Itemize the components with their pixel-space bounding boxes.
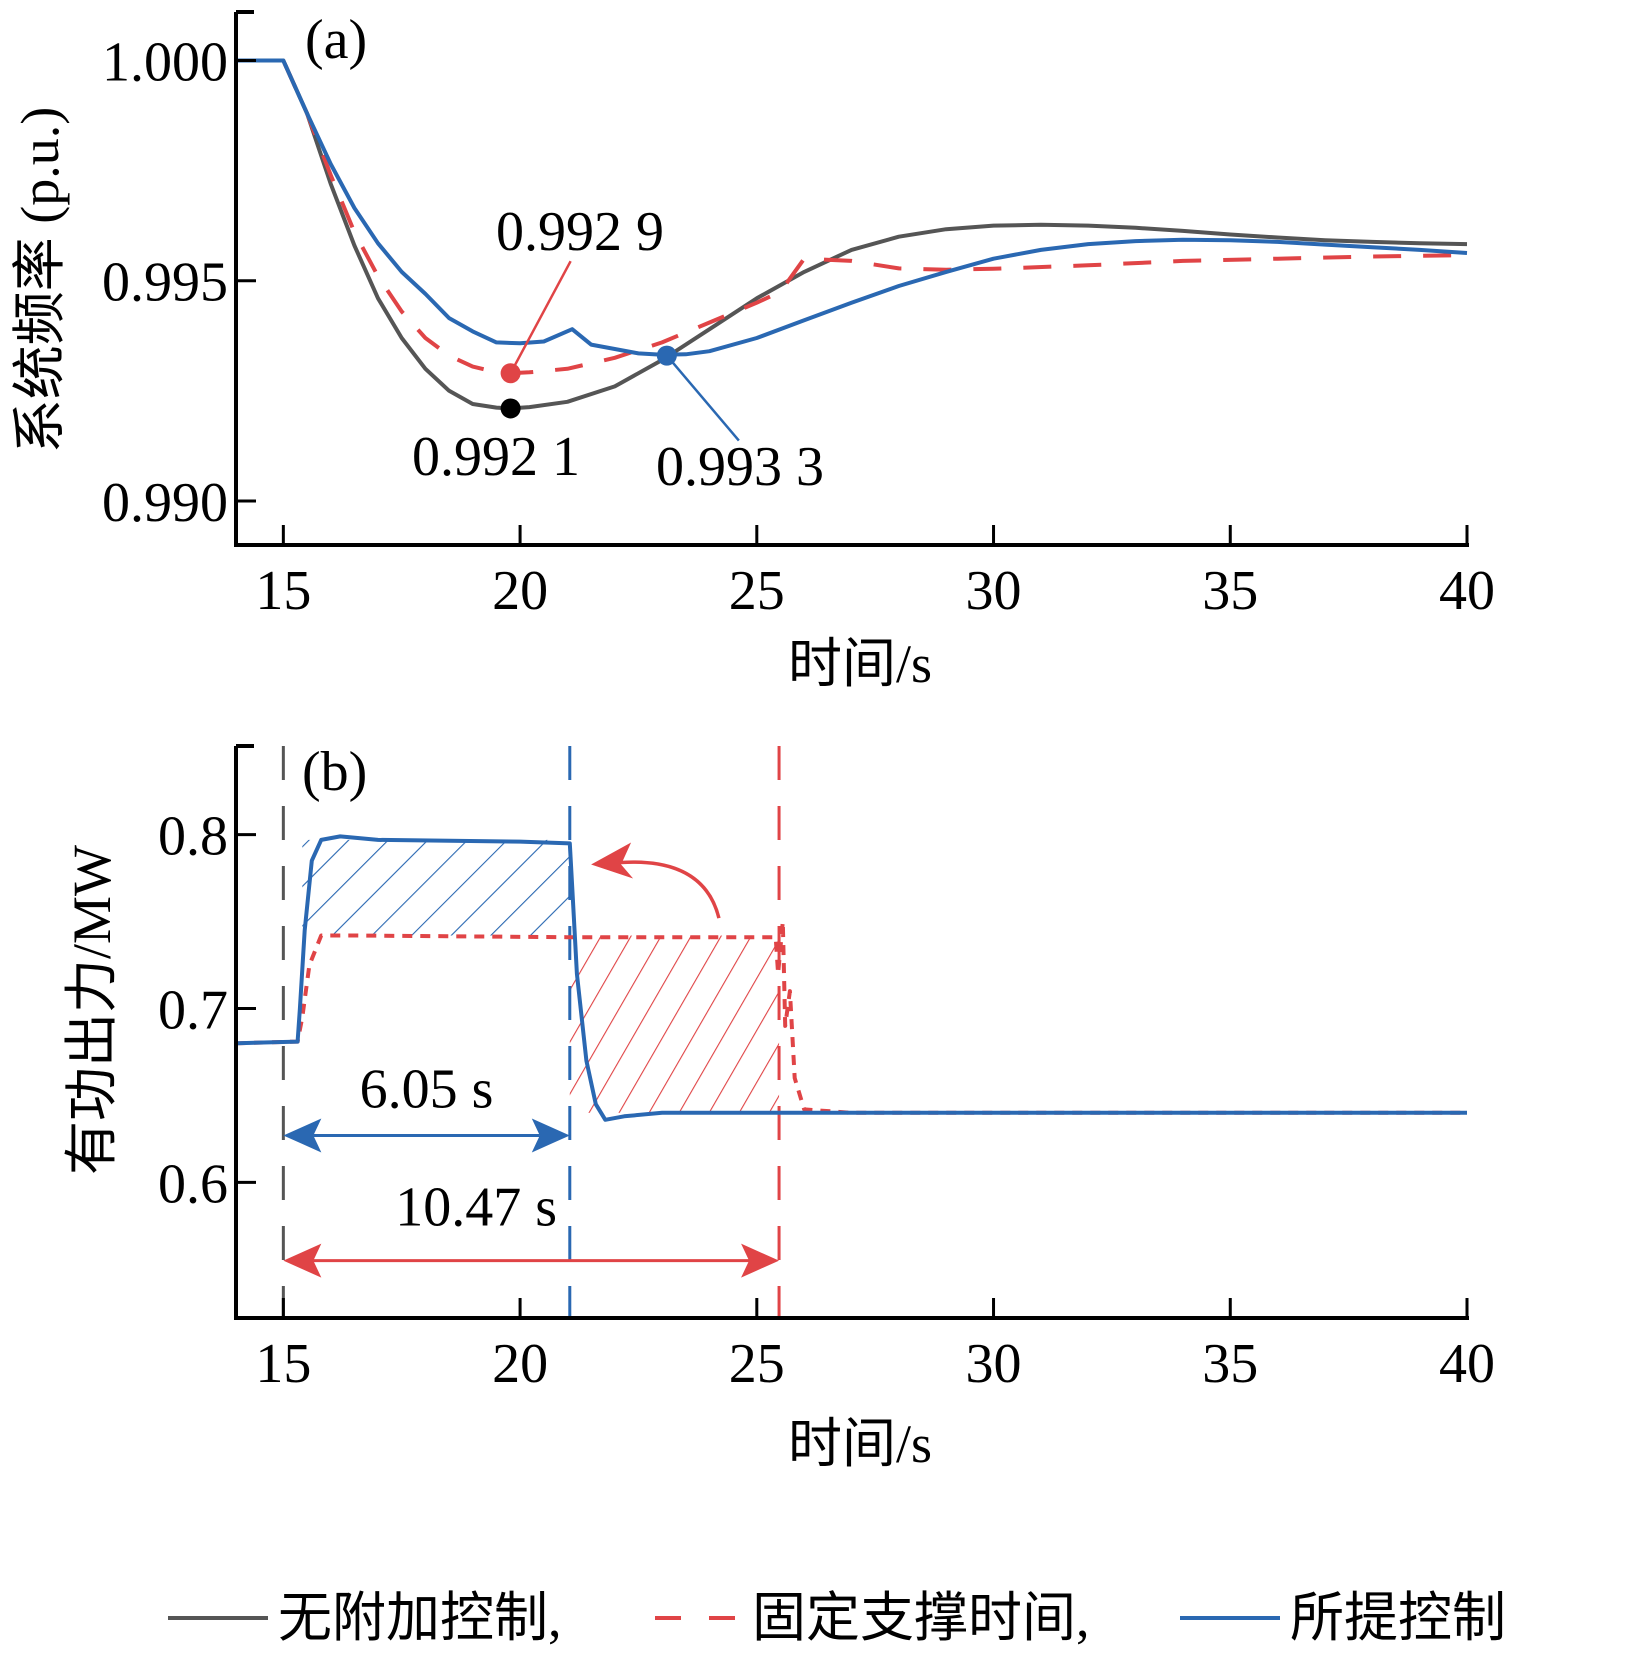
y-tick-label: 0.7 bbox=[158, 980, 228, 1042]
span-arrowhead-left bbox=[283, 1118, 322, 1153]
curved-arrow bbox=[620, 860, 721, 919]
panel-b-y-axis-title: 有功出力/MW bbox=[62, 845, 122, 1175]
x-tick-label: 40 bbox=[1439, 560, 1495, 622]
min-marker-fixed-support bbox=[500, 363, 521, 384]
x-tick-label: 15 bbox=[255, 560, 311, 622]
curved-arrowhead bbox=[591, 842, 634, 879]
panel-b-label: (b) bbox=[302, 741, 367, 803]
panel-a-x-axis-title: 时间/s bbox=[788, 634, 932, 694]
x-tick-label: 15 bbox=[255, 1333, 311, 1395]
panel-a-label: (a) bbox=[305, 9, 367, 71]
x-tick-label: 35 bbox=[1202, 1333, 1258, 1395]
panel-a-axes: 15 20 25 30 35 40 0.990 0.995 1.000 bbox=[102, 10, 1495, 622]
legend-label-proposed: 所提控制 bbox=[1290, 1588, 1506, 1648]
x-tick-label: 30 bbox=[966, 1333, 1022, 1395]
panel-a-annotations: 0.992 9 0.992 1 0.993 3 bbox=[412, 201, 824, 498]
panel-b-x-axis-title: 时间/s bbox=[788, 1414, 932, 1474]
y-tick-label: 0.990 bbox=[102, 472, 228, 534]
legend: 无附加控制, 固定支撑时间, 所提控制 bbox=[168, 1588, 1506, 1648]
y-tick-label: 0.8 bbox=[158, 806, 228, 868]
panel-b-annotations: 6.05 s 10.47 s bbox=[283, 842, 780, 1278]
leader-line bbox=[509, 260, 572, 374]
min-value-label: 0.992 1 bbox=[412, 426, 580, 488]
legend-label-no-control: 无附加控制, bbox=[278, 1588, 562, 1648]
panel-b-axes: 15 20 25 30 35 40 0.6 0.7 0.8 bbox=[158, 744, 1495, 1395]
min-value-label: 0.993 3 bbox=[656, 436, 824, 498]
leader-line bbox=[665, 354, 740, 442]
x-tick-label: 40 bbox=[1439, 1333, 1495, 1395]
series-line-fixed-support bbox=[238, 58, 1468, 376]
min-value-label: 0.992 9 bbox=[496, 201, 664, 263]
span-duration-label: 10.47 s bbox=[395, 1177, 557, 1239]
span-arrowhead-left bbox=[283, 1243, 322, 1278]
span-arrowhead-right bbox=[741, 1243, 780, 1278]
x-tick-label: 20 bbox=[492, 1333, 548, 1395]
hatched-region-fixed-support bbox=[569, 935, 780, 1113]
y-tick-label: 0.6 bbox=[158, 1153, 228, 1215]
x-tick-label: 25 bbox=[729, 1333, 785, 1395]
y-tick-label: 1.000 bbox=[102, 31, 228, 93]
x-tick-label: 20 bbox=[492, 560, 548, 622]
legend-label-fixed-support: 固定支撑时间, bbox=[752, 1588, 1090, 1648]
series-line-proposed bbox=[238, 834, 1467, 1122]
hatched-region-proposed bbox=[302, 839, 570, 936]
series-line-fixed-support bbox=[238, 919, 1467, 1115]
x-tick-label: 30 bbox=[966, 560, 1022, 622]
min-marker-no-control bbox=[500, 398, 521, 419]
series-line-proposed bbox=[238, 58, 1468, 357]
y-tick-label: 0.995 bbox=[102, 252, 228, 314]
panel-a-plot-area bbox=[238, 58, 1468, 411]
span-arrowhead-right bbox=[531, 1118, 570, 1153]
panel-b-plot-area bbox=[238, 746, 1467, 1318]
span-duration-label: 6.05 s bbox=[360, 1058, 494, 1120]
panel-b: 15 20 25 30 35 40 0.6 0.7 0.8 (b) 有功出力/MW 时间/s 6… bbox=[62, 741, 1495, 1474]
panel-a-y-axis-title: 系统频率 (p.u.) bbox=[10, 107, 70, 453]
x-tick-label: 25 bbox=[729, 560, 785, 622]
panel-a: 15 20 25 30 35 40 0.990 0.995 1.000 (a) 系统频率 (p.… bbox=[10, 9, 1495, 694]
series-line-no-control bbox=[238, 58, 1468, 411]
x-tick-label: 35 bbox=[1202, 560, 1258, 622]
